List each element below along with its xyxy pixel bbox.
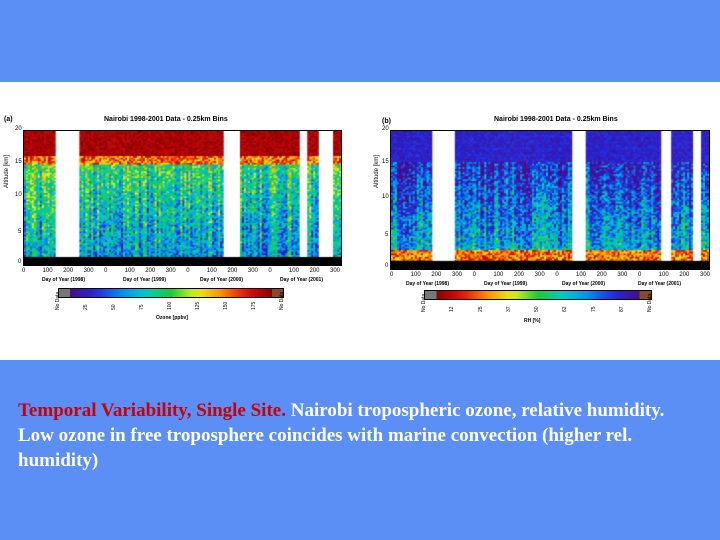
x-tick: 300	[452, 272, 463, 278]
x-tick: 300	[617, 272, 628, 278]
x-axis-label: Day of Year (2000)	[562, 281, 605, 287]
colorbar-tick: No Data	[421, 293, 427, 312]
colorbar-tick: No Data	[647, 293, 653, 312]
x-tick: 300	[165, 268, 176, 274]
colorbar-tick: 175	[251, 301, 257, 310]
colorbar-tick: 125	[195, 301, 201, 310]
x-tick: 0	[555, 272, 559, 278]
y-tick: 20	[15, 126, 22, 132]
x-tick: 200	[63, 268, 74, 274]
x-tick: 0	[22, 268, 26, 274]
x-tick: 200	[145, 268, 156, 274]
x-tick: 200	[227, 268, 238, 274]
heatmap-canvas	[24, 131, 341, 265]
colorbar-tick: 150	[223, 301, 229, 310]
x-tick: 100	[410, 272, 421, 278]
x-tick: 200	[514, 272, 525, 278]
panel-title: Nairobi 1998-2001 Data - 0.25km Bins	[494, 116, 618, 123]
colorbar-tick: 87	[618, 306, 625, 312]
x-axis-label: Day of Year (1999)	[123, 277, 166, 283]
y-tick: 0	[385, 263, 389, 269]
ozone-panel: (a) Nairobi 1998-2001 Data - 0.25km Bins…	[0, 82, 366, 360]
x-tick: 0	[104, 268, 108, 274]
x-tick: 100	[206, 268, 217, 274]
figure-image: (a) Nairobi 1998-2001 Data - 0.25km Bins…	[0, 82, 720, 360]
x-tick: 0	[390, 272, 394, 278]
colorbar-tick: 12	[449, 306, 456, 312]
x-tick: 100	[576, 272, 587, 278]
x-tick: 300	[247, 268, 258, 274]
x-tick: 100	[124, 268, 135, 274]
y-tick: 5	[18, 229, 22, 235]
x-tick: 300	[83, 268, 94, 274]
x-tick: 200	[679, 272, 690, 278]
x-tick: 0	[268, 268, 272, 274]
x-tick: 300	[534, 272, 545, 278]
colorbar-tick: No Data	[279, 291, 285, 310]
x-tick: 200	[431, 272, 442, 278]
humidity-heatmap	[390, 130, 710, 270]
y-tick: 10	[382, 194, 389, 200]
colorbar-title: Ozone [ppbv]	[156, 315, 188, 321]
humidity-panel: (b) Nairobi 1998-2001 Data - 0.25km Bins…	[366, 82, 720, 360]
y-tick: 15	[15, 159, 22, 165]
y-axis-label: Altitude [km]	[4, 154, 10, 188]
colorbar	[424, 290, 652, 300]
colorbar-tick: 50	[534, 306, 540, 312]
colorbar-tick: 50	[111, 304, 117, 310]
x-tick: 200	[309, 268, 320, 274]
panel-title: Nairobi 1998-2001 Data - 0.25km Bins	[104, 116, 228, 123]
x-tick: 0	[472, 272, 476, 278]
caption-text: Nairobi tropospheric ozone, relative hum…	[18, 400, 665, 471]
x-axis-label: Day of Year (1999)	[484, 281, 527, 287]
caption: Temporal Variability, Single Site. Nairo…	[18, 398, 698, 473]
colorbar-tick: No Data	[55, 291, 61, 310]
ozone-heatmap	[23, 130, 342, 266]
x-tick: 100	[658, 272, 669, 278]
colorbar	[58, 288, 284, 298]
y-tick: 0	[18, 259, 22, 265]
heatmap-canvas	[391, 131, 709, 269]
x-tick: 100	[42, 268, 53, 274]
x-tick: 300	[700, 272, 711, 278]
x-tick: 0	[638, 272, 642, 278]
caption-lead: Temporal Variability, Single Site.	[18, 400, 286, 421]
y-tick: 10	[15, 192, 22, 198]
colorbar-tick: 37	[505, 306, 512, 312]
x-axis-label: Day of Year (1998)	[406, 281, 449, 287]
panel-label: (a)	[4, 116, 13, 123]
colorbar-tick: 62	[562, 306, 569, 312]
y-tick: 15	[382, 159, 389, 165]
colorbar-tick: 25	[477, 306, 484, 312]
x-tick: 300	[330, 268, 341, 274]
x-axis-label: Day of Year (2001)	[638, 281, 681, 287]
colorbar-tick: 75	[590, 306, 597, 312]
x-tick: 200	[596, 272, 607, 278]
colorbar-tick: 100	[167, 301, 173, 310]
x-axis-label: Day of Year (1998)	[42, 277, 85, 283]
y-tick: 5	[385, 232, 389, 238]
panel-label: (b)	[382, 118, 391, 125]
x-axis-label: Day of Year (2000)	[200, 277, 243, 283]
x-tick: 100	[493, 272, 504, 278]
y-axis-label: Altitude [km]	[374, 154, 380, 188]
colorbar-tick: 75	[139, 304, 145, 310]
y-tick: 20	[382, 126, 389, 132]
x-tick: 0	[186, 268, 190, 274]
x-tick: 100	[288, 268, 299, 274]
colorbar-tick: 25	[83, 304, 89, 310]
x-axis-label: Day of Year (2001)	[280, 277, 323, 283]
colorbar-title: RH [%]	[524, 318, 541, 324]
